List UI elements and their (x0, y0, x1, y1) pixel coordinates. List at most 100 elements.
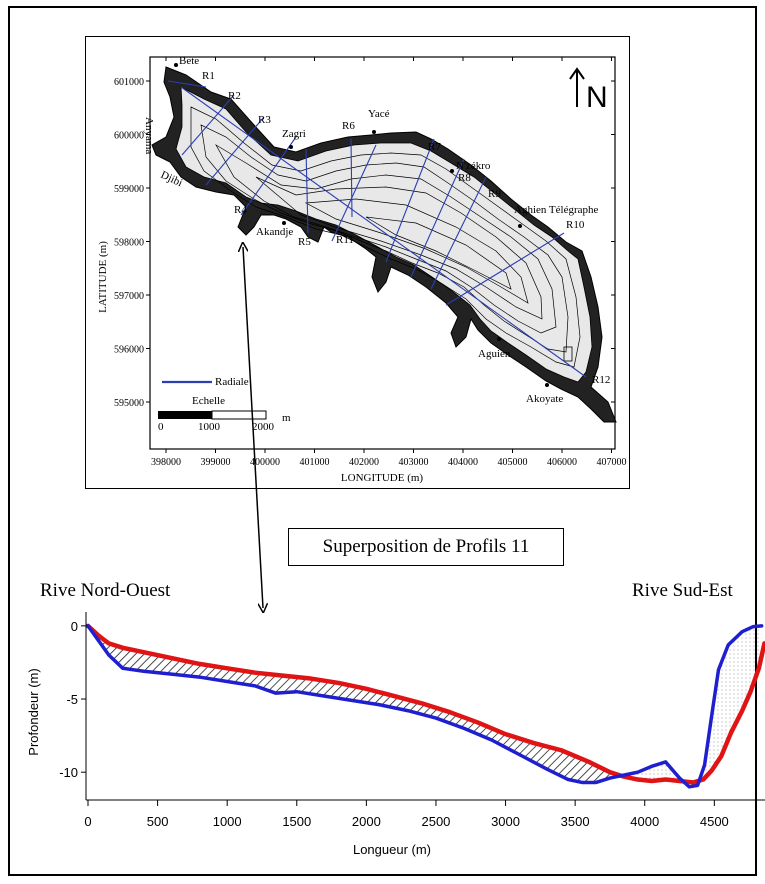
radial-label-r1: R1 (202, 70, 215, 82)
contour-line (304, 198, 529, 304)
map-y-tick-label: 598000 (114, 238, 144, 249)
place-marker (497, 337, 501, 341)
map-plot-frame (149, 56, 616, 450)
map-x-tick-label: 401000 (300, 457, 330, 468)
place-label-aghien-telegraphe: Aghien Télégraphe (514, 204, 599, 216)
map-y-ticks: 601000 600000 599000 598000 597000 596000 5950… (114, 77, 615, 409)
map-y-tick-label: 600000 (114, 131, 144, 142)
profile-series-blue (86, 624, 764, 789)
radial-label-r8: R8 (458, 172, 471, 184)
place-markers (174, 63, 549, 387)
place-label-bete: Bete (179, 55, 199, 67)
radial-label-r4: R4 (234, 204, 247, 216)
map-y-axis-label: LATITUDE (m) (97, 241, 109, 313)
profile-y-tick-label: 0 (71, 619, 78, 634)
map-y-tick-label: 596000 (114, 345, 144, 356)
profile-x-tick-label: 1500 (282, 814, 311, 829)
radial-label-r7: R7 (428, 141, 441, 153)
radial-label-r3: R3 (258, 114, 271, 126)
map-x-tick-label: 405000 (498, 457, 528, 468)
bathymetric-map-panel: Bete Zagri Yacé N'zékro Aghien Télégraph… (85, 36, 630, 489)
profile-x-tick-label: 3000 (491, 814, 520, 829)
north-arrow-icon: N (569, 67, 608, 114)
profile-y-ticks: 0 -5 -10 (59, 619, 86, 780)
place-marker (372, 130, 376, 134)
map-x-tick-label: 398000 (151, 457, 181, 468)
radial-label-r5: R5 (298, 236, 311, 248)
radial-r5 (305, 148, 309, 234)
difference-area (88, 625, 622, 783)
scale-bar-black (158, 411, 212, 419)
place-marker (518, 224, 522, 228)
scale-unit: m (282, 412, 291, 424)
place-marker (450, 169, 454, 173)
difference-area (622, 761, 683, 782)
radial-r10 (445, 232, 565, 306)
map-x-axis-label: LONGITUDE (m) (341, 472, 424, 484)
profile-x-ticks: 0 500 1000 1500 2000 2500 3000 3500 4000 4500 (84, 800, 729, 829)
place-label-yace: Yacé (368, 108, 390, 120)
map-y-tick-label: 595000 (114, 398, 144, 409)
profile-y-tick-label: -5 (66, 692, 78, 707)
place-label-aguien: Aguien (478, 348, 511, 360)
profile-x-tick-label: 0 (84, 814, 91, 829)
place-marker (545, 383, 549, 387)
radial-label-r2: R2 (228, 90, 241, 102)
profile-x-tick-label: 4000 (630, 814, 659, 829)
radial-lines (167, 80, 587, 378)
profile-series-red (85, 623, 765, 785)
radial-label-r11: R11 (336, 234, 354, 246)
scale-tick-0: 0 (158, 421, 164, 433)
radial-r8 (410, 158, 465, 278)
radial-r1 (167, 80, 207, 88)
radial-r4 (240, 136, 297, 216)
radial-r3 (205, 116, 265, 186)
difference-area (700, 625, 762, 781)
place-label-akandje: Akandje (256, 226, 293, 238)
link-arrow (243, 247, 263, 608)
bank-label-southeast: Rive Sud-Est (632, 580, 733, 601)
radial-label-r6: R6 (342, 120, 355, 132)
profile-x-tick-label: 4500 (700, 814, 729, 829)
figure-frame (8, 6, 757, 876)
radial-r6 (350, 138, 353, 218)
contour-line (215, 144, 557, 334)
map-y-tick-label: 601000 (114, 77, 144, 88)
radial-label-r10: R10 (566, 219, 585, 231)
map-y-tick-label: 597000 (114, 291, 144, 302)
radial-r11 (331, 144, 377, 242)
profile-series (85, 623, 765, 789)
map-x-tick-label: 407000 (597, 457, 627, 468)
place-label-akoyate: Akoyate (526, 393, 563, 405)
profile-x-tick-label: 2500 (421, 814, 450, 829)
radial-r9 (430, 176, 487, 290)
place-label-anyama: Anyama (143, 117, 155, 154)
place-label-nzekro: N'zékro (456, 160, 491, 172)
contour-line (365, 216, 512, 290)
profile-x-tick-label: 500 (147, 814, 169, 829)
map-x-tick-label: 406000 (547, 457, 577, 468)
place-marker (282, 221, 286, 225)
place-marker (289, 145, 293, 149)
map-x-tick-label: 404000 (448, 457, 478, 468)
contour-island (563, 346, 573, 362)
profile-x-tick-label: 1000 (213, 814, 242, 829)
north-label: N (586, 81, 608, 114)
scale-title: Echelle (192, 395, 225, 407)
figure-caption: Superposition de Profils 11 (288, 528, 564, 566)
profile-y-axis-label: Profondeur (m) (26, 668, 41, 755)
scale-tick-1000: 1000 (198, 421, 221, 433)
radial-label-r9: R9 (488, 188, 501, 200)
profile-y-tick-label: -10 (59, 765, 78, 780)
map-y-tick-label: 599000 (114, 184, 144, 195)
map-x-tick-label: 402000 (349, 457, 379, 468)
contour-line (255, 176, 543, 320)
place-marker (174, 63, 178, 67)
radial-r2 (181, 94, 235, 156)
map-x-tick-label: 399000 (201, 457, 231, 468)
profile-x-axis-label: Longueur (m) (353, 842, 431, 857)
radial-label-r12: R12 (592, 374, 610, 386)
place-label-zagri: Zagri (282, 128, 306, 140)
bathymetric-map: Bete Zagri Yacé N'zékro Aghien Télégraph… (97, 55, 627, 484)
